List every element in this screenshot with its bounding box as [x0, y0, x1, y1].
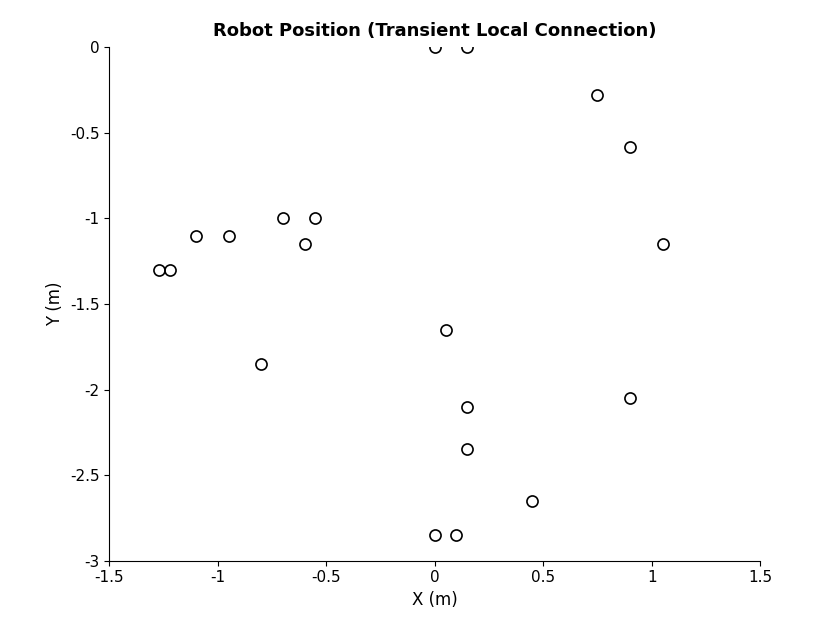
Title: Robot Position (Transient Local Connection): Robot Position (Transient Local Connecti… [213, 22, 656, 40]
X-axis label: X (m): X (m) [412, 591, 458, 609]
Y-axis label: Y (m): Y (m) [46, 282, 65, 326]
